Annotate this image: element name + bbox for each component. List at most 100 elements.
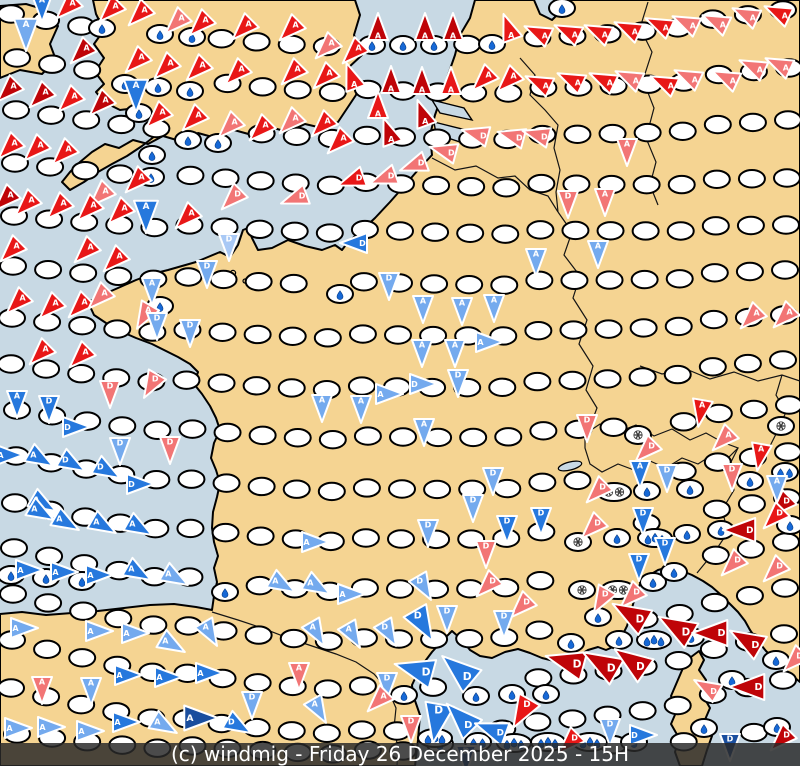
snowflake-icon bbox=[633, 430, 643, 440]
pennant-letter: D bbox=[636, 661, 645, 673]
pennant-letter: D bbox=[418, 159, 425, 168]
cloud-symbol bbox=[0, 308, 26, 328]
raindrop-icon bbox=[773, 723, 781, 733]
cloud-symbol bbox=[593, 369, 622, 389]
pennant-letter: A bbox=[30, 451, 37, 460]
wind-pennant-a: A bbox=[444, 339, 466, 368]
caption-bar: (c) windmig - Friday 26 December 2025 - … bbox=[0, 743, 800, 766]
wind-pennant-d: D bbox=[393, 659, 438, 690]
cloud-symbol bbox=[700, 592, 729, 613]
raindrop-icon bbox=[399, 41, 407, 51]
pennant-letter: A bbox=[750, 14, 757, 23]
wind-pennant-a: A bbox=[0, 183, 22, 212]
cloud-symbol bbox=[107, 114, 136, 135]
pennant-letter: D bbox=[422, 665, 431, 678]
cloud-symbol bbox=[68, 648, 97, 668]
wind-pennant-d: D bbox=[585, 475, 614, 504]
raindrop-icon bbox=[78, 577, 86, 587]
precip-cloud bbox=[736, 471, 764, 491]
wind-pennant-a: A bbox=[280, 57, 309, 86]
pennant-letter: D bbox=[464, 720, 472, 731]
wind-pennant-a: A bbox=[644, 17, 676, 40]
wind-pennant-d: D bbox=[728, 629, 768, 661]
wind-pennant-a: A bbox=[524, 75, 556, 98]
pennant-letter: D bbox=[783, 730, 790, 739]
wind-pennant-d: D bbox=[762, 501, 791, 530]
cloud-symbol bbox=[35, 546, 64, 566]
cloud-symbol bbox=[664, 316, 693, 337]
pennant-letter: A bbox=[6, 724, 13, 733]
wind-pennant-a: A bbox=[629, 460, 651, 489]
cloud-symbol bbox=[106, 164, 135, 184]
pennant-letter: A bbox=[42, 87, 49, 96]
wind-pennant-d: D bbox=[634, 434, 663, 463]
pennant-letter: A bbox=[138, 172, 145, 181]
cloud-symbol bbox=[666, 221, 695, 241]
cloud-symbol bbox=[347, 376, 376, 396]
wind-pennant-d: D bbox=[628, 553, 650, 582]
pennant-letter: A bbox=[69, 0, 76, 7]
wind-pennant-d: D bbox=[482, 467, 504, 496]
cloud-symbol bbox=[771, 578, 799, 598]
cloud-symbol bbox=[247, 476, 276, 497]
wind-pennant-a: A bbox=[141, 277, 163, 306]
pennant-letter: A bbox=[448, 85, 455, 94]
cloud-symbol bbox=[773, 168, 800, 188]
cloud-symbol bbox=[772, 215, 800, 235]
cloud-symbol bbox=[633, 122, 662, 143]
wind-pennant-a: A bbox=[314, 31, 343, 60]
cloud-symbol bbox=[211, 522, 240, 543]
wind-pennant-a: A bbox=[583, 24, 615, 47]
precip-cloud bbox=[605, 630, 633, 650]
pennant-letter: A bbox=[420, 296, 427, 305]
wind-pennant-a: A bbox=[38, 291, 67, 320]
pennant-letter: A bbox=[112, 1, 119, 10]
cloud-symbol bbox=[386, 221, 414, 241]
pennant-letter: D bbox=[599, 482, 606, 491]
raindrop-icon bbox=[649, 578, 657, 588]
cloud-symbol bbox=[34, 259, 63, 280]
wind-pennant-a: A bbox=[0, 74, 25, 103]
wind-pennant-a: A bbox=[31, 0, 53, 23]
cloud-symbol bbox=[0, 354, 25, 374]
precip-cloud bbox=[690, 718, 718, 738]
pennant-letter: D bbox=[154, 313, 161, 322]
pennant-letter: A bbox=[195, 110, 202, 119]
pennant-letter: A bbox=[508, 31, 515, 40]
pennant-letter: D bbox=[228, 718, 235, 727]
cloud-symbol bbox=[248, 425, 277, 446]
cloud-symbol bbox=[67, 364, 96, 384]
wind-pennant-a: A bbox=[649, 75, 681, 98]
pennant-letter: A bbox=[12, 624, 19, 633]
wind-pennant-d: D bbox=[428, 143, 460, 165]
cloud-symbol bbox=[739, 722, 768, 743]
pennant-letter: A bbox=[13, 241, 20, 250]
cloud-symbol bbox=[212, 473, 241, 493]
pennant-letter: A bbox=[510, 71, 517, 80]
precip-cloud bbox=[636, 630, 672, 650]
wind-pennant-a: A bbox=[154, 666, 183, 688]
raindrop-icon bbox=[135, 109, 143, 119]
raindrop-icon bbox=[214, 139, 222, 149]
pennant-letter: D bbox=[455, 370, 462, 379]
cloud-symbol bbox=[243, 673, 272, 693]
cloud-symbol bbox=[0, 678, 25, 698]
pennant-letter: A bbox=[17, 566, 24, 575]
pennant-letter: A bbox=[102, 95, 109, 104]
wind-pennant-a: A bbox=[692, 397, 714, 428]
pennant-letter: D bbox=[594, 518, 601, 527]
wind-pennant-a: A bbox=[185, 53, 214, 82]
raindrop-icon bbox=[148, 151, 156, 161]
wind-pennant-a: A bbox=[28, 337, 57, 366]
pennant-letter: D bbox=[710, 687, 717, 696]
pennant-letter: A bbox=[782, 12, 789, 21]
precip-cloud bbox=[767, 416, 795, 436]
cloud-symbol bbox=[207, 29, 236, 49]
pennant-letter: A bbox=[52, 568, 59, 577]
pennant-letter: A bbox=[42, 344, 49, 353]
pennant-letter: A bbox=[452, 340, 459, 349]
cloud-symbol bbox=[494, 427, 523, 447]
wind-pennant-d: D bbox=[521, 127, 553, 149]
pennant-letter: D bbox=[490, 468, 497, 477]
